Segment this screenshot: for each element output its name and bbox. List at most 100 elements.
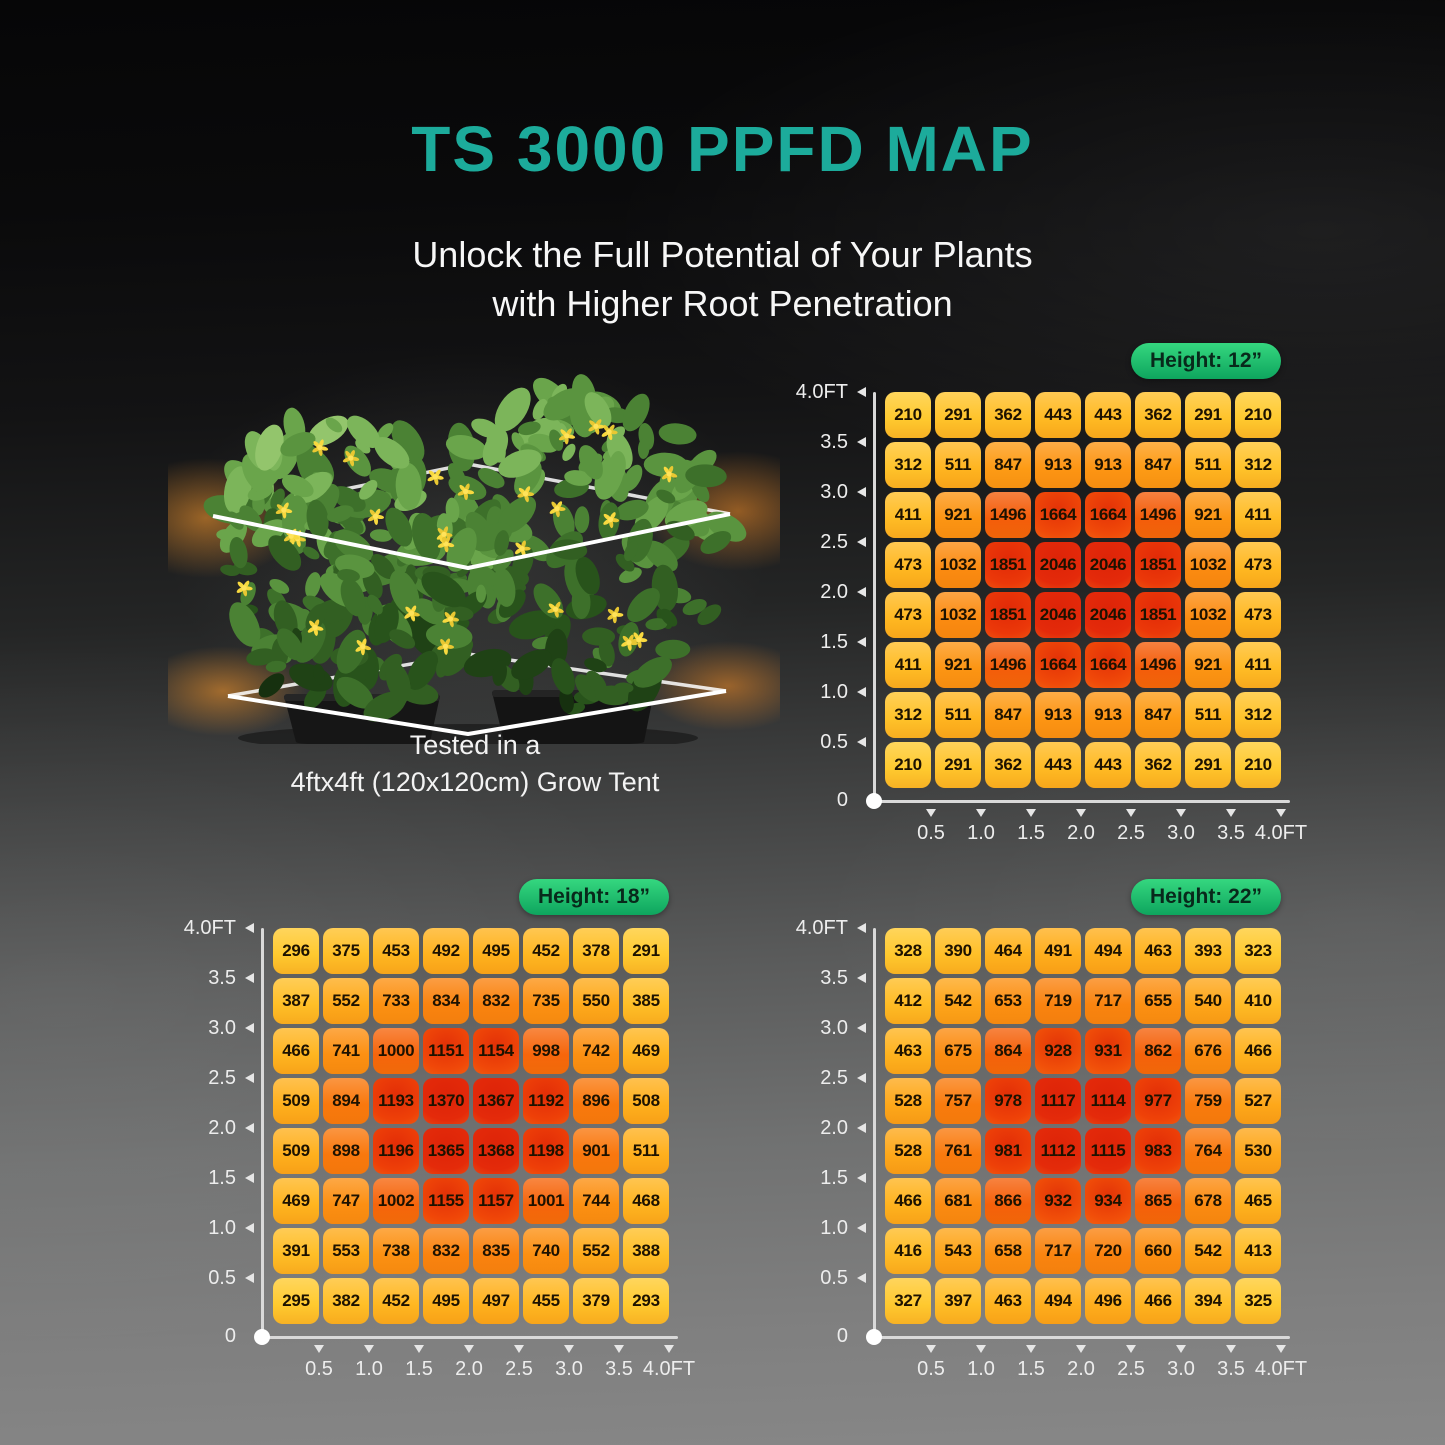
y-axis-label: 3.5 <box>820 431 848 453</box>
y-tick-icon <box>857 387 866 397</box>
y-axis-label: 2.5 <box>208 1067 236 1089</box>
ppfd-cell: 497 <box>473 1278 519 1324</box>
ppfd-cell: 210 <box>885 742 931 788</box>
y-axis-label: 4.0FT <box>795 917 848 939</box>
ppfd-cell: 291 <box>1185 742 1231 788</box>
ppfd-cell: 913 <box>1085 692 1131 738</box>
page-title: TS 3000 PPFD MAP <box>411 113 1034 185</box>
ppfd-cell: 466 <box>1135 1278 1181 1324</box>
ppfd-cell: 1367 <box>473 1078 519 1124</box>
ppfd-cell: 733 <box>373 978 419 1024</box>
ppfd-cell: 391 <box>273 1228 319 1274</box>
x-axis-label: 4.0FT <box>642 1358 696 1380</box>
ppfd-cell: 1157 <box>473 1178 519 1224</box>
ppfd-cell: 2046 <box>1035 592 1081 638</box>
ppfd-cell: 747 <box>323 1178 369 1224</box>
y-tick-icon <box>857 1223 866 1233</box>
ppfd-cell: 2046 <box>1085 542 1131 588</box>
ppfd-cell: 1000 <box>373 1028 419 1074</box>
ppfd-cell: 511 <box>935 692 981 738</box>
ppfd-cell: 675 <box>935 1028 981 1074</box>
ppfd-cell: 542 <box>935 978 981 1024</box>
ppfd-cell: 901 <box>573 1128 619 1174</box>
ppfd-cell: 913 <box>1035 692 1081 738</box>
ppfd-cell: 742 <box>573 1028 619 1074</box>
y-axis-label: 4.0FT <box>795 381 848 403</box>
ppfd-cell: 411 <box>1235 642 1281 688</box>
ppfd-cell: 455 <box>523 1278 569 1324</box>
ppfd-cell: 393 <box>1185 928 1231 974</box>
ppfd-cell: 735 <box>523 978 569 1024</box>
ppfd-cell: 717 <box>1085 978 1131 1024</box>
ppfd-cell: 413 <box>1235 1228 1281 1274</box>
ppfd-cell: 509 <box>273 1128 319 1174</box>
ppfd-cell: 379 <box>573 1278 619 1324</box>
y-axis-label: 1.5 <box>820 1167 848 1189</box>
ppfd-cell: 896 <box>573 1078 619 1124</box>
ppfd-cell: 412 <box>885 978 931 1024</box>
y-tick-icon <box>857 737 866 747</box>
ppfd-cell: 466 <box>273 1028 319 1074</box>
x-axis-label: 3.0 <box>555 1358 583 1380</box>
ppfd-cell: 312 <box>885 442 931 488</box>
ppfd-cell: 385 <box>623 978 669 1024</box>
ppfd-cell: 466 <box>1235 1028 1281 1074</box>
plant-caption-line-2: 4ftx4ft (120x120cm) Grow Tent <box>290 767 660 797</box>
y-axis-label: 1.5 <box>208 1167 236 1189</box>
y-axis-label: 3.5 <box>820 967 848 989</box>
ppfd-cell: 934 <box>1085 1178 1131 1224</box>
ppfd-cell: 463 <box>1135 928 1181 974</box>
x-tick-icon <box>1076 1345 1086 1353</box>
ppfd-cell: 913 <box>1085 442 1131 488</box>
y-tick-icon <box>245 1223 254 1233</box>
ppfd-cell: 998 <box>523 1028 569 1074</box>
ppfd-cell: 864 <box>985 1028 1031 1074</box>
ppfd-cell: 1851 <box>985 592 1031 638</box>
y-tick-icon <box>857 1023 866 1033</box>
ppfd-cell: 847 <box>985 692 1031 738</box>
x-axis-label: 1.5 <box>1017 822 1045 844</box>
x-tick-icon <box>1126 1345 1136 1353</box>
subtitle: Unlock the Full Potential of Your Plants… <box>0 230 1445 328</box>
axis-origin-dot <box>866 1329 882 1345</box>
ppfd-cell: 397 <box>935 1278 981 1324</box>
ppfd-cell: 552 <box>573 1228 619 1274</box>
y-axis-label: 1.0 <box>208 1217 236 1239</box>
x-tick-icon <box>1276 809 1286 817</box>
ppfd-cell: 1370 <box>423 1078 469 1124</box>
x-axis-label: 4.0FT <box>1254 1358 1308 1380</box>
y-axis-label: 0.5 <box>820 1267 848 1289</box>
x-tick-icon <box>926 809 936 817</box>
x-axis-label: 0.5 <box>917 822 945 844</box>
x-tick-icon <box>1076 809 1086 817</box>
y-axis-label: 2.5 <box>820 1067 848 1089</box>
ppfd-cell: 453 <box>373 928 419 974</box>
axis-origin-dot <box>254 1329 270 1345</box>
ppfd-cell: 1151 <box>423 1028 469 1074</box>
ppfd-cell: 1851 <box>985 542 1031 588</box>
plant-caption-line-1: Tested in a <box>409 730 541 760</box>
ppfd-cell: 463 <box>885 1028 931 1074</box>
ppfd-cell: 411 <box>885 492 931 538</box>
ppfd-cell: 443 <box>1085 392 1131 438</box>
y-tick-icon <box>245 1073 254 1083</box>
y-tick-icon <box>857 687 866 697</box>
x-axis-label: 1.0 <box>355 1358 383 1380</box>
y-tick-icon <box>857 973 866 983</box>
ppfd-cell: 293 <box>623 1278 669 1324</box>
ppfd-cell: 717 <box>1035 1228 1081 1274</box>
ppfd-grid-18in: 296 375 453 492 495 452 378 291 387 552 733 834 832 7… <box>273 928 669 1324</box>
y-axis-label: 0 <box>224 1325 236 1347</box>
ppfd-cell: 1032 <box>1185 592 1231 638</box>
x-tick-icon <box>1176 1345 1186 1353</box>
ppfd-cell: 719 <box>1035 978 1081 1024</box>
y-axis-label: 3.0 <box>208 1017 236 1039</box>
x-tick-icon <box>976 1345 986 1353</box>
x-axis-line <box>261 1336 678 1339</box>
ppfd-cell: 894 <box>323 1078 369 1124</box>
ppfd-cell: 1002 <box>373 1178 419 1224</box>
ppfd-cell: 1664 <box>1035 492 1081 538</box>
ppfd-cell: 740 <box>523 1228 569 1274</box>
x-axis-label: 0.5 <box>917 1358 945 1380</box>
